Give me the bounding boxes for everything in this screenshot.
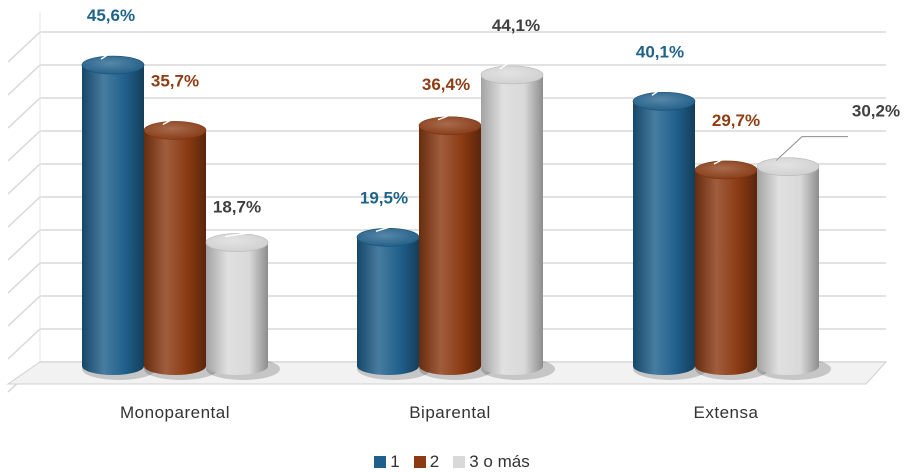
- bar-cap: [81, 55, 145, 75]
- legend-swatch: [453, 456, 466, 468]
- data-label: 29,7%: [712, 111, 760, 130]
- legend-item: 2: [413, 452, 440, 472]
- gridline-side: [7, 31, 41, 63]
- leader-line: [224, 232, 252, 238]
- bar-cap: [756, 157, 820, 176]
- legend: 1 2 3 o más: [0, 452, 904, 472]
- data-label: 18,7%: [213, 198, 261, 217]
- bar-biparental-1: [357, 237, 419, 375]
- leader-line: [100, 42, 128, 60]
- gridline-side: [7, 328, 41, 360]
- bar-extensa-3-o-más: [757, 166, 819, 375]
- gridline-side: [7, 229, 41, 261]
- data-label: 19,5%: [360, 188, 408, 207]
- leader-lines: [100, 42, 848, 238]
- legend-label: 2: [429, 452, 440, 471]
- bar-cap: [205, 233, 269, 252]
- data-label: 44,1%: [492, 16, 540, 35]
- gridline-side: [7, 196, 41, 228]
- leader-line: [651, 76, 679, 96]
- bar-cap: [480, 65, 544, 85]
- bar-extensa-2: [695, 169, 757, 375]
- leader-line: [375, 222, 403, 232]
- bar-extensa-1: [633, 101, 695, 375]
- legend-swatch: [374, 456, 387, 468]
- legend-swatch: [413, 456, 426, 468]
- data-label: 45,6%: [87, 6, 135, 25]
- bar-monoparental-2: [144, 130, 206, 375]
- legend-label: 3 o más: [469, 452, 530, 471]
- data-label: 35,7%: [151, 71, 199, 90]
- leader-line: [437, 109, 465, 121]
- bar-monoparental-1: [82, 65, 144, 375]
- bar-cap: [632, 92, 696, 111]
- data-label: 40,1%: [636, 42, 684, 61]
- bar-cap: [356, 228, 420, 247]
- gridline-side: [7, 295, 41, 327]
- gridline-side: [7, 64, 41, 96]
- bar-cap: [694, 160, 758, 180]
- category-axis: Monoparental Biparental Extensa: [120, 403, 758, 422]
- bars: [81, 55, 831, 380]
- gridline-side: [7, 163, 41, 195]
- leader-line: [499, 50, 527, 70]
- bar-biparental-3-o-más: [481, 74, 543, 375]
- legend-label: 1: [390, 452, 400, 471]
- data-labels: 45,6% 35,7% 18,7% 19,5% 36,4% 44,1% 40,1% 29,7%…: [87, 6, 900, 217]
- leader-line: [713, 149, 741, 165]
- bar-cap: [143, 121, 207, 140]
- bar-biparental-2: [419, 125, 481, 375]
- bar-monoparental-3-o-más: [206, 242, 268, 375]
- data-label: 36,4%: [422, 75, 470, 94]
- gridline-side: [7, 130, 41, 162]
- bar-cap: [418, 116, 482, 136]
- leader-line: [162, 109, 190, 125]
- category-label: Extensa: [694, 403, 759, 422]
- category-label: Monoparental: [120, 403, 230, 422]
- legend-item: 1: [374, 452, 400, 472]
- leader-line: [775, 135, 848, 162]
- leader-line: [775, 136, 848, 162]
- gridline-side: [7, 262, 41, 294]
- data-label: 30,2%: [852, 102, 900, 121]
- category-label: Biparental: [409, 403, 491, 422]
- legend-item: 3 o más: [453, 452, 530, 472]
- gridline-side: [7, 97, 41, 129]
